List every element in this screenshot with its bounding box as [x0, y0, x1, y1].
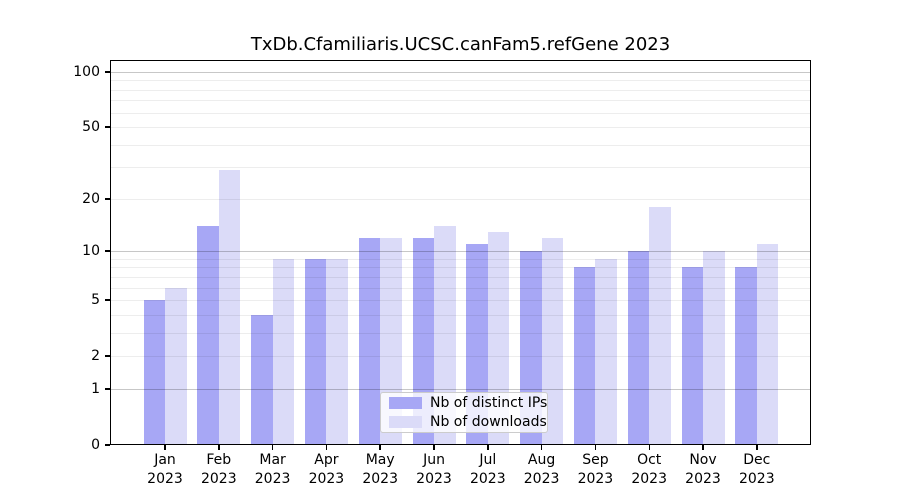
- y-tick-label-5: 5: [91, 292, 100, 309]
- y-tick-mark: [105, 444, 110, 446]
- x-tick-mark: [325, 445, 328, 450]
- gridline-70: [110, 100, 811, 102]
- bar-ips-apr: [304, 258, 327, 445]
- gridline-3: [110, 332, 811, 334]
- x-tick-label-jun: Jun 2023: [416, 452, 452, 487]
- y-tick-label-2: 2: [91, 348, 100, 365]
- x-tick-mark: [487, 445, 489, 450]
- y-tick-label-10: 10: [82, 243, 100, 260]
- legend-label-distinct-ips: Nb of distinct IPs: [430, 395, 548, 412]
- y-tick-mark: [105, 250, 110, 252]
- x-tick-mark: [271, 445, 274, 450]
- gridline-10: [110, 251, 811, 253]
- y-tick-mark: [105, 198, 110, 200]
- x-tick-label-apr: Apr 2023: [308, 452, 345, 487]
- gridline-6: [110, 287, 811, 289]
- bar-ips-oct: [627, 251, 650, 445]
- y-tick-label-1: 1: [91, 381, 100, 397]
- x-tick-mark: [594, 445, 597, 450]
- gridline-50: [110, 127, 811, 129]
- bar-downloads-apr: [326, 258, 348, 445]
- gridline-4: [110, 314, 811, 316]
- gridline-100: [110, 71, 811, 73]
- y-tick-label-20: 20: [82, 190, 100, 207]
- bar-ips-jan: [143, 300, 165, 445]
- gridline-8: [110, 267, 811, 269]
- legend-swatch-distinct-ips: [389, 397, 422, 410]
- gridline-1: [110, 389, 811, 390]
- bar-downloads-jun: [434, 226, 456, 445]
- bar-ips-nov: [681, 267, 703, 445]
- gridline-20: [110, 198, 811, 200]
- gridline-80: [110, 89, 811, 91]
- x-tick-label-sep: Sep 2023: [577, 452, 614, 487]
- legend-row-downloads: Nb of downloads: [389, 414, 547, 431]
- x-tick-mark: [648, 445, 650, 450]
- y-tick-mark: [105, 71, 110, 73]
- x-tick-label-may: May 2023: [362, 452, 398, 487]
- y-tick-mark: [105, 388, 110, 390]
- bar-downloads-jul: [487, 231, 510, 445]
- legend-swatch-downloads: [389, 415, 422, 428]
- x-tick-mark: [433, 445, 435, 450]
- bar-downloads-nov: [703, 251, 725, 445]
- y-tick-mark: [105, 355, 110, 357]
- legend-label-downloads: Nb of downloads: [430, 413, 547, 430]
- plot-area: Nb of distinct IPs Nb of downloads: [110, 60, 811, 445]
- bar-ips-sep: [573, 267, 596, 445]
- bar-downloads-feb: [218, 170, 241, 445]
- x-tick-mark: [702, 445, 704, 450]
- legend-row-distinct-ips: Nb of distinct IPs: [389, 395, 547, 412]
- x-tick-mark: [379, 445, 381, 450]
- gridline-2: [110, 356, 811, 358]
- x-tick-label-aug: Aug 2023: [523, 452, 560, 487]
- gridline-9: [110, 258, 811, 260]
- bar-downloads-oct: [649, 207, 671, 445]
- x-tick-mark: [164, 445, 166, 450]
- bar-ips-mar: [251, 314, 273, 445]
- gridline-60: [110, 112, 811, 114]
- bar-downloads-dec: [756, 244, 779, 445]
- x-tick-mark: [756, 445, 758, 450]
- gridline-40: [110, 144, 811, 146]
- gridline-7: [110, 276, 811, 278]
- chart-title: TxDb.Cfamiliaris.UCSC.canFam5.refGene 20…: [250, 34, 671, 55]
- x-tick-label-dec: Dec 2023: [738, 452, 775, 487]
- y-tick-label-100: 100: [73, 63, 100, 80]
- y-tick-label-0: 0: [91, 437, 100, 453]
- gridline-90: [110, 80, 811, 82]
- gridline-5: [110, 300, 811, 302]
- legend: Nb of distinct IPs Nb of downloads: [380, 392, 548, 433]
- bar-downloads-mar: [272, 258, 295, 445]
- bar-downloads-sep: [595, 258, 617, 445]
- x-tick-mark: [540, 445, 543, 450]
- bar-ips-dec: [735, 267, 757, 445]
- y-tick-mark: [105, 299, 110, 301]
- x-tick-mark: [218, 445, 220, 450]
- x-tick-label-nov: Nov 2023: [685, 452, 721, 487]
- y-tick-mark: [105, 126, 110, 128]
- x-tick-label-mar: Mar 2023: [254, 452, 291, 487]
- x-tick-label-jul: Jul 2023: [469, 452, 506, 487]
- x-tick-label-jan: Jan 2023: [147, 452, 183, 487]
- y-tick-label-50: 50: [82, 119, 100, 136]
- gridline-30: [110, 167, 811, 169]
- x-tick-label-feb: Feb 2023: [200, 452, 237, 487]
- bar-downloads-jan: [165, 287, 187, 445]
- bar-ips-may: [358, 237, 381, 445]
- bar-ips-feb: [197, 226, 219, 445]
- x-tick-label-oct: Oct 2023: [631, 452, 667, 487]
